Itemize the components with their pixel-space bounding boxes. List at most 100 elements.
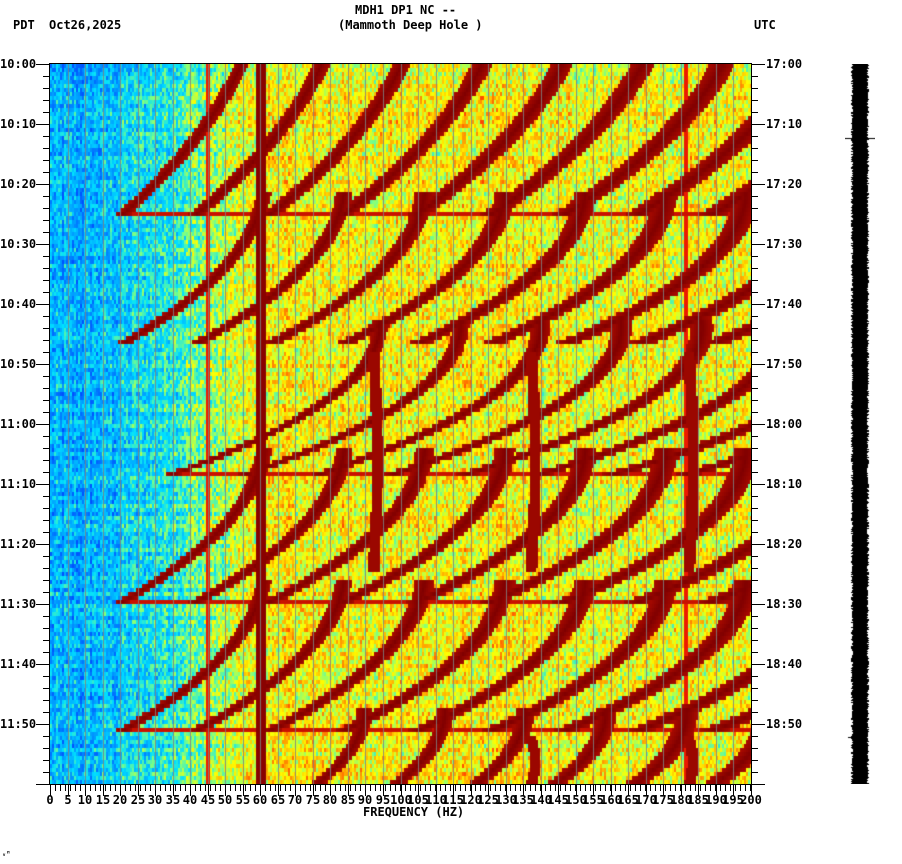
- y-tick-right: [751, 760, 758, 761]
- x-tick: [750, 784, 751, 791]
- y-tick-right: [751, 244, 765, 245]
- y-tick-left: [36, 244, 50, 245]
- x-tick: [275, 784, 276, 791]
- x-tick-major: [541, 784, 542, 796]
- y-label-left: 11:50: [0, 717, 37, 731]
- y-tick-left: [43, 292, 50, 293]
- x-label: 15: [95, 793, 111, 807]
- x-tick: [455, 784, 456, 791]
- x-tick: [270, 784, 271, 791]
- x-tick: [450, 784, 451, 791]
- x-label: 165: [617, 793, 639, 807]
- y-tick-right: [751, 604, 765, 605]
- y-tick-right: [751, 136, 758, 137]
- x-tick: [690, 784, 691, 791]
- y-label-left: 11:20: [0, 537, 37, 551]
- y-tick-right: [751, 472, 758, 473]
- x-tick: [555, 784, 556, 791]
- x-label: 20: [112, 793, 128, 807]
- y-tick-left: [43, 172, 50, 173]
- x-tick-major: [313, 784, 314, 796]
- y-label-right: 17:00: [766, 57, 803, 71]
- x-tick: [550, 784, 551, 791]
- x-label: 160: [600, 793, 622, 807]
- x-tick-major: [278, 784, 279, 796]
- x-tick: [350, 784, 351, 791]
- x-tick: [110, 784, 111, 791]
- y-tick-right: [751, 112, 758, 113]
- y-tick-left: [43, 472, 50, 473]
- x-label: 50: [217, 793, 233, 807]
- x-tick: [520, 784, 521, 791]
- x-tick: [570, 784, 571, 791]
- x-tick: [150, 784, 151, 791]
- x-tick: [675, 784, 676, 791]
- x-tick-major: [628, 784, 629, 796]
- y-label-right: 18:40: [766, 657, 803, 671]
- x-label: 140: [530, 793, 552, 807]
- y-label-left: 10:50: [0, 357, 37, 371]
- x-tick: [130, 784, 131, 791]
- y-tick-right: [751, 340, 758, 341]
- x-tick: [445, 784, 446, 791]
- x-label: 40: [182, 793, 198, 807]
- x-tick: [235, 784, 236, 791]
- y-tick-left: [36, 64, 50, 65]
- y-tick-left: [43, 208, 50, 209]
- y-tick-left: [36, 544, 50, 545]
- y-tick-left: [43, 388, 50, 389]
- x-tick-major: [523, 784, 524, 796]
- x-tick: [735, 784, 736, 791]
- x-tick: [300, 784, 301, 791]
- x-label: 180: [670, 793, 692, 807]
- x-tick-major: [663, 784, 664, 796]
- x-tick: [165, 784, 166, 791]
- x-tick: [255, 784, 256, 791]
- y-tick-left: [43, 532, 50, 533]
- x-tick: [305, 784, 306, 791]
- y-label-right: 18:30: [766, 597, 803, 611]
- x-tick: [60, 784, 61, 791]
- y-tick-left: [36, 724, 50, 725]
- y-tick-left: [43, 160, 50, 161]
- y-label-left: 10:10: [0, 117, 37, 131]
- x-tick: [670, 784, 671, 791]
- y-tick-left: [43, 256, 50, 257]
- x-tick: [720, 784, 721, 791]
- x-label: 10: [77, 793, 93, 807]
- y-tick-left: [43, 568, 50, 569]
- x-tick: [135, 784, 136, 791]
- x-tick: [310, 784, 311, 791]
- y-tick-left: [43, 340, 50, 341]
- y-tick-left: [43, 376, 50, 377]
- y-tick-right: [751, 544, 765, 545]
- y-tick-right: [751, 748, 758, 749]
- y-tick-right: [751, 712, 758, 713]
- x-label: 25: [130, 793, 146, 807]
- y-label-right: 17:30: [766, 237, 803, 251]
- x-tick: [405, 784, 406, 791]
- x-label: 155: [582, 793, 604, 807]
- y-tick-right: [751, 436, 758, 437]
- x-label: 195: [722, 793, 744, 807]
- x-label: 55: [235, 793, 251, 807]
- x-label: 0: [46, 793, 54, 807]
- y-tick-left: [36, 304, 50, 305]
- y-tick-right: [751, 304, 765, 305]
- x-label: 125: [477, 793, 499, 807]
- x-tick: [415, 784, 416, 791]
- x-tick: [215, 784, 216, 791]
- x-tick: [495, 784, 496, 791]
- x-tick-major: [50, 784, 51, 796]
- x-tick-major: [348, 784, 349, 796]
- y-tick-left: [43, 412, 50, 413]
- y-tick-left: [36, 364, 50, 365]
- x-tick: [695, 784, 696, 791]
- x-tick-major: [85, 784, 86, 796]
- footer-mark: ᵥᴴ: [2, 850, 11, 858]
- y-tick-left: [43, 496, 50, 497]
- y-label-left: 10:00: [0, 57, 37, 71]
- y-tick-left: [43, 76, 50, 77]
- y-tick-right: [751, 556, 758, 557]
- x-tick-major: [208, 784, 209, 796]
